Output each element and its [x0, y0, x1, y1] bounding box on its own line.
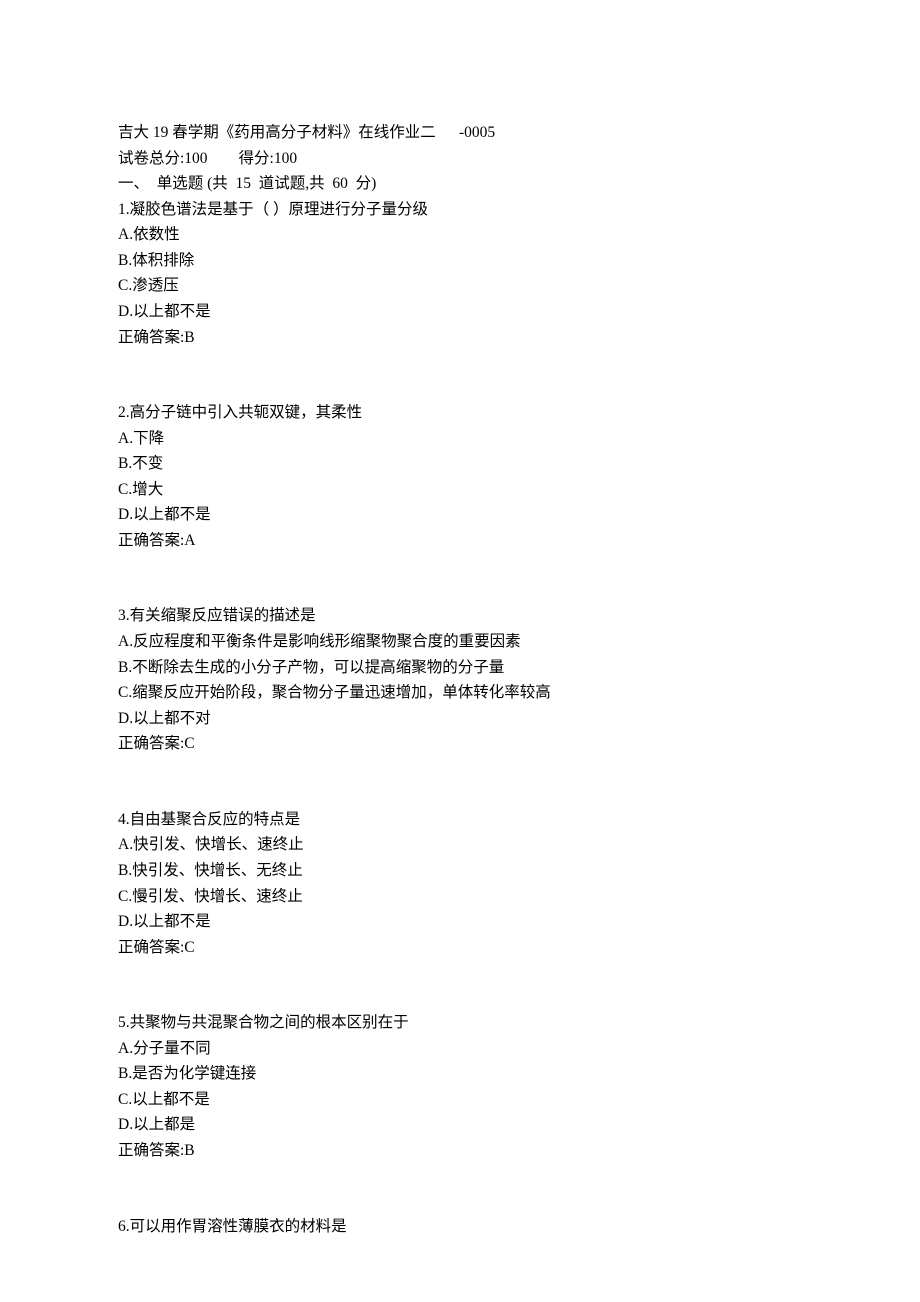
option: C.慢引发、快增长、速终止: [118, 884, 802, 910]
question-stem: 1.凝胶色谱法是基于（ ）原理进行分子量分级: [118, 197, 802, 223]
option: B.不断除去生成的小分子产物，可以提高缩聚物的分子量: [118, 655, 802, 681]
question-stem: 2.高分子链中引入共轭双键，其柔性: [118, 400, 802, 426]
option: C.渗透压: [118, 273, 802, 299]
section-header: 一、 单选题 (共 15 道试题,共 60 分): [118, 171, 802, 197]
spacer: [118, 757, 802, 807]
option: B.不变: [118, 451, 802, 477]
answer-line: 正确答案:C: [118, 731, 802, 757]
option: A.分子量不同: [118, 1036, 802, 1062]
answer-line: 正确答案:B: [118, 1138, 802, 1164]
answer-line: 正确答案:C: [118, 935, 802, 961]
question-stem: 6.可以用作胃溶性薄膜衣的材料是: [118, 1214, 802, 1240]
course-title: 吉大 19 春学期《药用高分子材料》在线作业二 -0005: [118, 120, 802, 146]
option: B.快引发、快增长、无终止: [118, 858, 802, 884]
option: D.以上都不是: [118, 502, 802, 528]
option: A.下降: [118, 426, 802, 452]
document-page: 吉大 19 春学期《药用高分子材料》在线作业二 -0005 试卷总分:100 得…: [0, 0, 920, 1299]
question-stem: 3.有关缩聚反应错误的描述是: [118, 603, 802, 629]
option: B.是否为化学键连接: [118, 1061, 802, 1087]
spacer: [118, 1164, 802, 1214]
answer-line: 正确答案:A: [118, 528, 802, 554]
option: C.增大: [118, 477, 802, 503]
spacer: [118, 553, 802, 603]
option: A.依数性: [118, 222, 802, 248]
spacer: [118, 960, 802, 1010]
spacer: [118, 350, 802, 400]
score-line: 试卷总分:100 得分:100: [118, 146, 802, 172]
question-stem: 4.自由基聚合反应的特点是: [118, 807, 802, 833]
option: D.以上都是: [118, 1112, 802, 1138]
option: D.以上都不是: [118, 299, 802, 325]
option: D.以上都不对: [118, 706, 802, 732]
option: A.反应程度和平衡条件是影响线形缩聚物聚合度的重要因素: [118, 629, 802, 655]
option: A.快引发、快增长、速终止: [118, 832, 802, 858]
option: B.体积排除: [118, 248, 802, 274]
option: C.以上都不是: [118, 1087, 802, 1113]
option: C.缩聚反应开始阶段，聚合物分子量迅速增加，单体转化率较高: [118, 680, 802, 706]
option: D.以上都不是: [118, 909, 802, 935]
answer-line: 正确答案:B: [118, 325, 802, 351]
question-stem: 5.共聚物与共混聚合物之间的根本区别在于: [118, 1010, 802, 1036]
